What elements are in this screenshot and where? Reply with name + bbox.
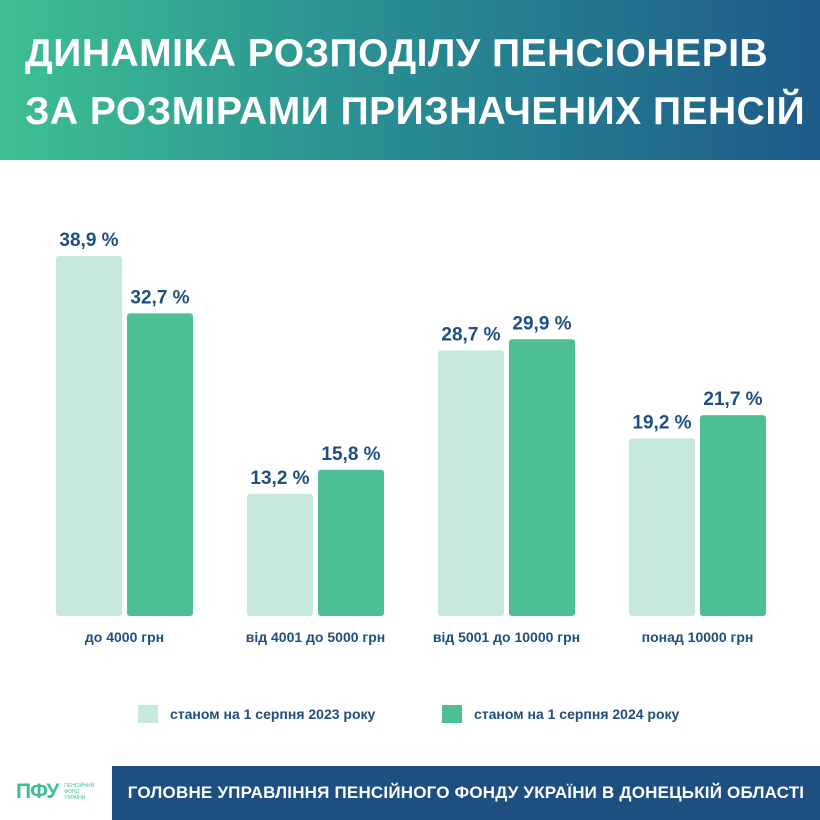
data-label-2023-1: 13,2 % xyxy=(250,468,309,489)
category-label-1: від 4001 до 5000 грн xyxy=(246,629,386,645)
category-label-3: понад 10000 грн xyxy=(642,629,754,645)
data-label-2024-0: 32,7 % xyxy=(130,287,189,308)
logo-mark: ПФУ xyxy=(16,780,59,803)
bar-2024-0 xyxy=(127,313,193,616)
footer-bar: ГОЛОВНЕ УПРАВЛІННЯ ПЕНСІЙНОГО ФОНДУ УКРА… xyxy=(112,766,820,820)
header-banner: ДИНАМІКА РОЗПОДІЛУ ПЕНСІОНЕРІВ ЗА РОЗМІР… xyxy=(0,0,820,160)
footer-text: ГОЛОВНЕ УПРАВЛІННЯ ПЕНСІЙНОГО ФОНДУ УКРА… xyxy=(127,783,805,802)
bar-2024-1 xyxy=(318,469,384,616)
data-label-2023-2: 28,7 % xyxy=(441,324,500,345)
bar-chart: 38,9 % 32,7 % до 4000 грн 13,2 % 15,8 % від 4… xyxy=(56,230,766,645)
title-line-2: ЗА РОЗМІРАМИ ПРИЗНАЧЕНИХ ПЕНСІЙ xyxy=(25,90,806,133)
bar-2023-1 xyxy=(247,493,313,616)
bar-2023-2 xyxy=(438,350,504,616)
category-label-0: до 4000 грн xyxy=(85,629,164,645)
data-label-2023-0: 38,9 % xyxy=(59,230,118,251)
legend-label-2023: станом на 1 серпня 2023 року xyxy=(170,706,376,722)
bar-2024-3 xyxy=(700,415,766,616)
bar-2024-2 xyxy=(509,339,575,616)
data-label-2024-2: 29,9 % xyxy=(512,313,571,334)
data-label-2024-1: 15,8 % xyxy=(321,444,380,465)
title-line-1: ДИНАМІКА РОЗПОДІЛУ ПЕНСІОНЕРІВ xyxy=(25,32,769,75)
logo-subtitle: ПЕНСІЙНИЙ ФОНД УКРАЇНИ xyxy=(64,783,95,801)
bar-2023-3 xyxy=(629,438,695,616)
legend-label-2024: станом на 1 серпня 2024 року xyxy=(474,706,680,722)
data-label-2023-3: 19,2 % xyxy=(632,412,691,433)
legend-item-2024: станом на 1 серпня 2024 року xyxy=(442,705,679,723)
pfu-logo: ПФУ ПЕНСІЙНИЙ ФОНД УКРАЇНИ xyxy=(16,780,98,804)
category-label-2: від 5001 до 10000 грн xyxy=(433,629,580,645)
bar-2023-0 xyxy=(56,256,122,616)
legend-swatch-2023 xyxy=(138,705,158,723)
legend-swatch-2024 xyxy=(442,705,462,723)
data-label-2024-3: 21,7 % xyxy=(703,389,762,410)
legend-item-2023: станом на 1 серпня 2023 року xyxy=(138,705,375,723)
